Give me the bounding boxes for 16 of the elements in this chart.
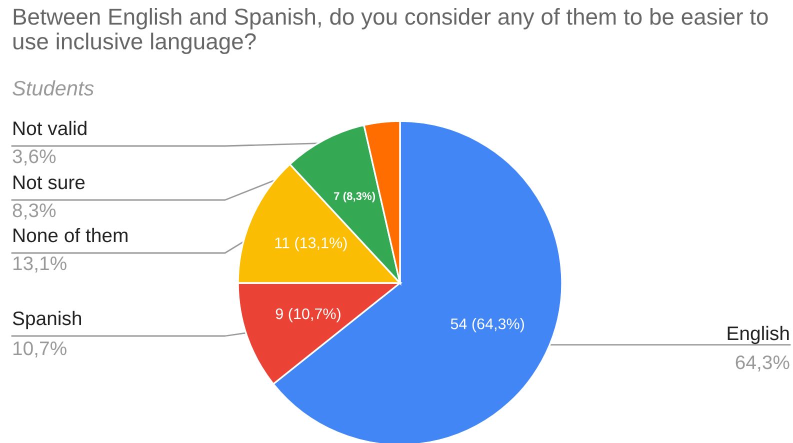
text: 8,3% (12, 203, 56, 220)
chart-subtitle: Students (12, 80, 94, 96)
text: 10,7% (13, 341, 66, 358)
slice-label: Spanish (12, 310, 82, 330)
data-label: 9 (10,7%) (276, 308, 340, 322)
slice-label: None of them (14, 228, 128, 242)
data-label: 7 (8,3%) (334, 192, 376, 202)
text: 13,1% (13, 256, 66, 273)
text: 3,6% (12, 149, 56, 166)
slice-label: Not valid (14, 120, 86, 136)
slice-label: Not sure (14, 176, 85, 190)
data-label: 11 (13,1%) (275, 237, 347, 252)
text: 64,3% (736, 355, 790, 372)
slice-label: English (728, 326, 789, 344)
data-label: 54 (64,3%) (450, 318, 524, 332)
chart-title: Between English and Spanish, do you consider any of them to be easier to use inclusive language? (13, 8, 768, 54)
